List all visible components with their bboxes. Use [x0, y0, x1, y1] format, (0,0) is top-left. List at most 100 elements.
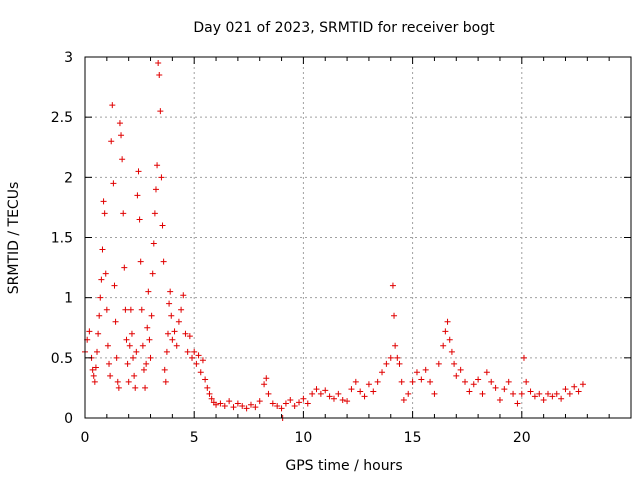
data-point: [104, 342, 111, 349]
data-point: [518, 390, 525, 397]
data-point: [186, 333, 193, 340]
data-point: [131, 372, 138, 379]
data-point: [496, 396, 503, 403]
data-point: [571, 383, 578, 390]
data-point: [112, 318, 119, 325]
data-point: [120, 210, 127, 217]
data-point: [501, 386, 508, 393]
data-point: [169, 336, 176, 343]
x-tick-label: 15: [404, 430, 422, 446]
data-point: [374, 378, 381, 385]
data-point: [348, 386, 355, 393]
data-point: [107, 372, 114, 379]
data-point: [137, 258, 144, 265]
data-point: [427, 378, 434, 385]
data-point: [140, 366, 147, 373]
data-point: [300, 395, 307, 402]
data-point: [166, 300, 173, 307]
data-point: [527, 388, 534, 395]
data-point: [126, 342, 133, 349]
data-point: [221, 402, 228, 409]
data-point: [400, 396, 407, 403]
data-point: [147, 354, 154, 361]
data-point: [330, 395, 337, 402]
data-point: [451, 360, 458, 367]
data-point: [149, 270, 156, 277]
x-tick-label: 20: [513, 430, 531, 446]
data-point: [243, 405, 250, 412]
data-point: [189, 354, 196, 361]
data-point: [462, 378, 469, 385]
data-point: [383, 360, 390, 367]
data-point: [95, 330, 102, 337]
data-point: [204, 384, 211, 391]
data-point: [339, 396, 346, 403]
data-point: [326, 393, 333, 400]
data-point: [531, 393, 538, 400]
data-point: [108, 138, 115, 145]
data-point: [106, 360, 113, 367]
x-axis-label: GPS time / hours: [285, 458, 402, 474]
data-point: [405, 390, 412, 397]
data-point: [163, 348, 170, 355]
data-point: [282, 400, 289, 407]
data-point: [94, 348, 101, 355]
data-point: [230, 404, 237, 411]
data-point: [89, 366, 96, 373]
data-point: [114, 378, 121, 385]
data-point: [470, 381, 477, 388]
data-point: [391, 312, 398, 319]
data-point: [122, 306, 129, 313]
data-point: [234, 400, 241, 407]
data-point: [352, 378, 359, 385]
data-point: [514, 400, 521, 407]
data-point: [168, 312, 175, 319]
data-point: [226, 398, 233, 405]
y-tick-label: 1: [64, 291, 73, 307]
data-point: [184, 348, 191, 355]
data-point: [115, 384, 122, 391]
data-point: [113, 354, 120, 361]
data-point: [247, 401, 254, 408]
y-tick-label: 2: [64, 170, 73, 186]
data-point: [98, 276, 105, 283]
x-tick-label: 5: [190, 430, 199, 446]
data-point: [130, 354, 137, 361]
data-point: [171, 328, 178, 335]
data-point: [392, 342, 399, 349]
data-point: [90, 372, 97, 379]
y-tick-labels: 0 0.5 1 1.5 2 2.5 3: [51, 50, 73, 427]
data-point: [379, 369, 386, 376]
data-point: [138, 306, 145, 313]
data-point: [121, 264, 128, 271]
data-point: [146, 336, 153, 343]
data-point: [444, 318, 451, 325]
data-point: [142, 384, 149, 391]
data-point: [175, 318, 182, 325]
data-point: [365, 381, 372, 388]
data-point: [91, 378, 98, 385]
data-point: [562, 386, 569, 393]
data-point: [132, 384, 139, 391]
data-point: [579, 381, 586, 388]
data-point: [164, 330, 171, 337]
data-point: [158, 174, 165, 181]
data-point: [202, 376, 209, 383]
data-point: [422, 366, 429, 373]
data-point: [193, 360, 200, 367]
data-point: [191, 348, 198, 355]
data-point: [217, 400, 224, 407]
data-point: [160, 258, 167, 265]
data-point: [159, 222, 166, 229]
data-point: [261, 381, 268, 388]
data-point: [152, 186, 159, 193]
data-point: [287, 396, 294, 403]
data-point: [144, 324, 151, 331]
data-point: [453, 372, 460, 379]
data-point: [86, 328, 93, 335]
data-point: [523, 378, 530, 385]
data-point: [125, 378, 132, 385]
data-point: [136, 216, 143, 223]
data-point: [274, 402, 281, 409]
